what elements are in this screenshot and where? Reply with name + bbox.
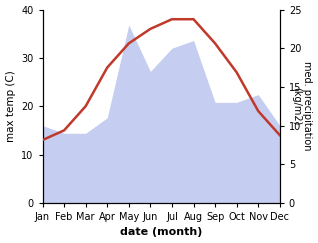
X-axis label: date (month): date (month) xyxy=(120,227,202,237)
Y-axis label: max temp (C): max temp (C) xyxy=(5,70,16,142)
Y-axis label: med. precipitation
(kg/m2): med. precipitation (kg/m2) xyxy=(291,61,313,151)
